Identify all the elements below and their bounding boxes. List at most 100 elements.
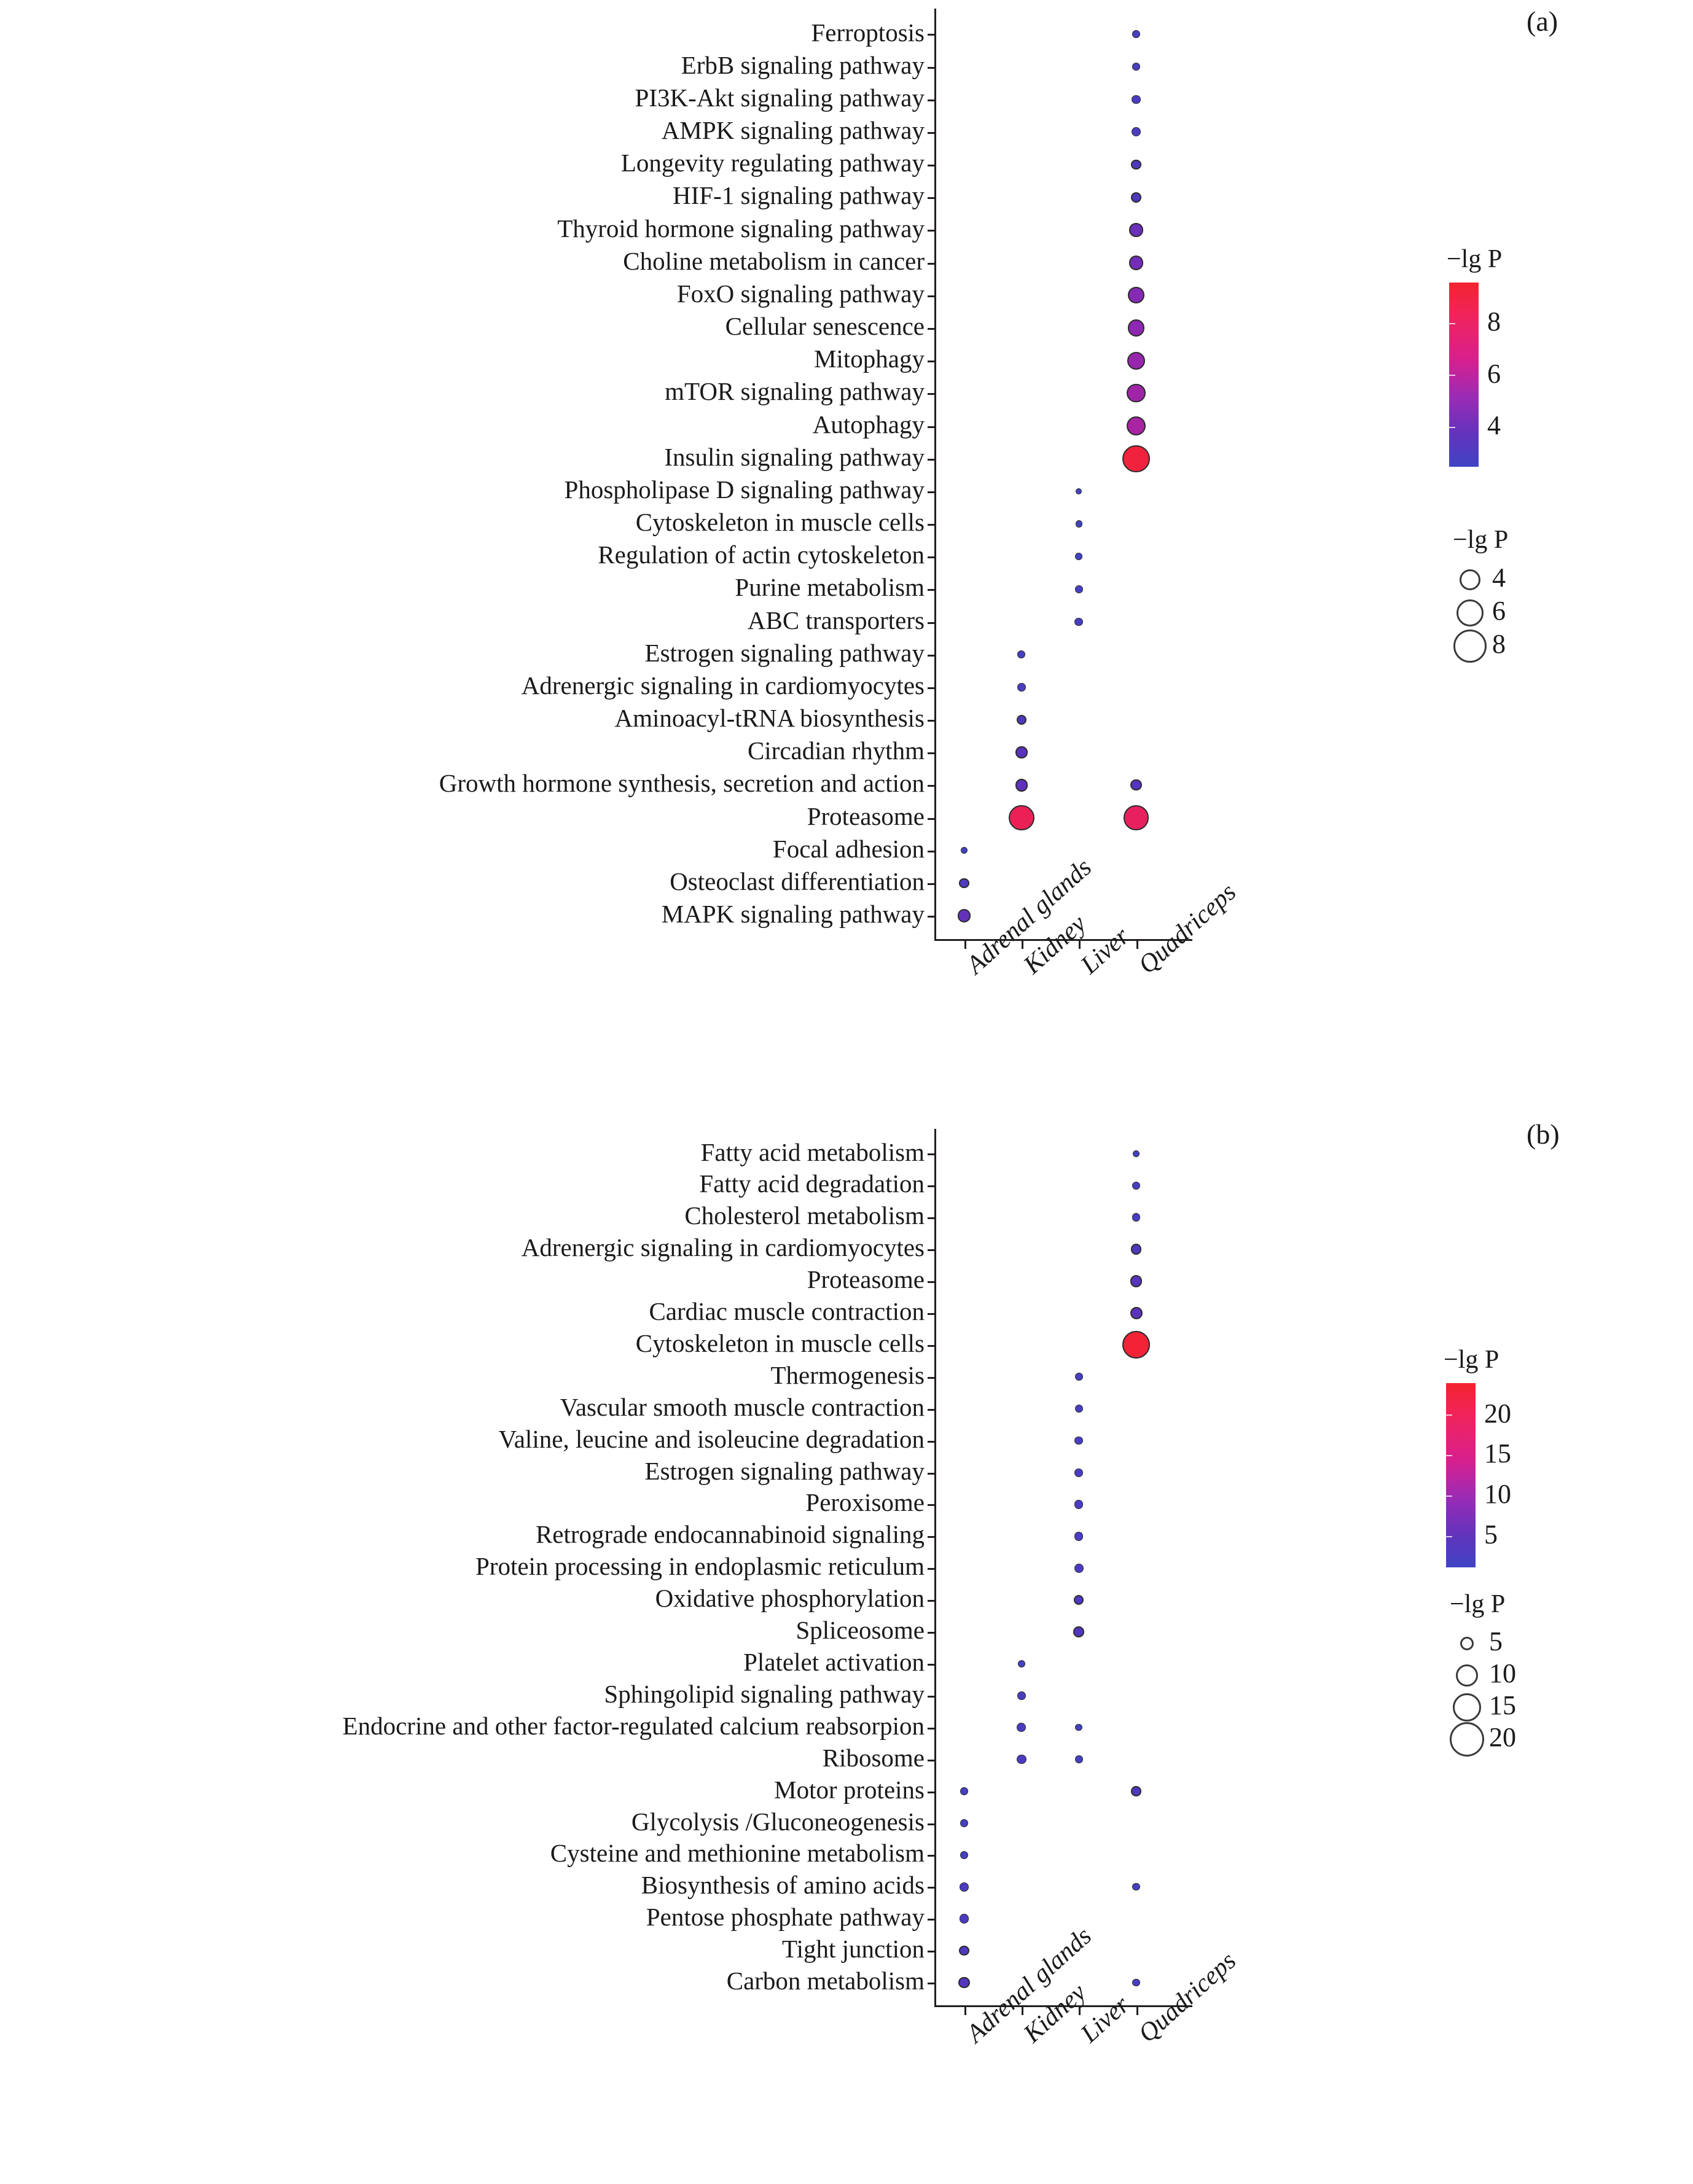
bubble-point	[1017, 1723, 1026, 1733]
colorbar-gradient	[1446, 1383, 1476, 1567]
y-axis-tick	[928, 850, 934, 852]
x-axis-tick	[1079, 2007, 1081, 2015]
panel-a-plot-area	[928, 9, 1192, 949]
y-axis-tick	[928, 328, 934, 330]
colorbar-tick	[1446, 1414, 1452, 1416]
bubble-point	[1132, 1150, 1140, 1158]
panel-b-tag: (b)	[1527, 1118, 1560, 1150]
pathway-label: Proteasome	[807, 801, 925, 830]
y-axis-tick	[928, 66, 934, 69]
y-axis-tick	[928, 1823, 934, 1825]
colorbar-tick-label: 4	[1487, 410, 1501, 441]
pathway-label: FoxO signaling pathway	[676, 279, 925, 308]
pathway-label: Valine, leucine and isoleucine degradati…	[498, 1424, 925, 1453]
pathway-label: Focal adhesion	[772, 834, 925, 863]
x-axis-tick	[1136, 2007, 1138, 2015]
pathway-label: Carbon metabolism	[726, 1967, 925, 1995]
pathway-label: Aminoacyl-tRNA biosynthesis	[614, 704, 925, 733]
bubble-point	[1075, 488, 1082, 495]
size-legend-label: 5	[1489, 1626, 1503, 1656]
panel-a-size-legend-title: −lg P	[1453, 526, 1509, 554]
bubble-point	[1132, 1978, 1140, 1987]
pathway-label: Thyroid hormone signaling pathway	[557, 214, 925, 243]
y-axis-tick	[928, 622, 934, 624]
size-legend-label: 4	[1492, 562, 1506, 593]
y-axis-tick	[928, 393, 934, 396]
pathway-label: Osteoclast differentiation	[670, 867, 925, 895]
pathway-label: Autophagy	[812, 410, 925, 439]
x-axis-tick	[1079, 941, 1081, 949]
y-axis-tick	[928, 491, 934, 493]
bubble-point	[1129, 223, 1143, 237]
pathway-label: Purine metabolism	[735, 573, 925, 602]
pathway-label: Cholesterol metabolism	[684, 1201, 925, 1230]
bubble-point	[960, 1851, 969, 1860]
panel-b-color-legend: −lg P 20 15 10 5	[1444, 1345, 1511, 1567]
y-axis-tick	[928, 131, 934, 134]
bubble-point	[1074, 1405, 1083, 1413]
pathway-label: AMPK signaling pathway	[661, 116, 925, 145]
pathway-label: Cardiac muscle contraction	[649, 1297, 925, 1326]
pathway-label: Tight junction	[781, 1935, 925, 1964]
bubble-point	[1074, 585, 1083, 593]
panel-b-size-legend: −lg P 5 10 15 20	[1450, 1589, 1516, 1757]
y-axis-tick	[928, 556, 934, 559]
y-axis-tick	[928, 1568, 934, 1570]
y-axis-tick	[928, 230, 934, 232]
pathway-label: Cytoskeleton in muscle cells	[635, 1328, 925, 1357]
pathway-label: Fatty acid degradation	[699, 1169, 925, 1198]
y-axis-tick	[928, 99, 934, 101]
y-axis-tick	[928, 1600, 934, 1602]
size-legend-label: 20	[1489, 1722, 1516, 1752]
panel-a-x-axis	[934, 939, 1192, 941]
pathway-label: Vascular smooth muscle contraction	[560, 1392, 925, 1421]
pathway-label: Adrenergic signaling in cardiomyocytes	[521, 1233, 925, 1262]
y-axis-tick	[928, 1376, 934, 1379]
bubble-point	[1074, 1373, 1083, 1381]
bubble-point	[1126, 416, 1146, 436]
pathway-label: Ribosome	[822, 1743, 925, 1772]
size-legend-label: 8	[1492, 628, 1506, 659]
size-legend-circle	[1453, 1693, 1481, 1722]
bubble-point	[1074, 1563, 1084, 1573]
size-legend-label: 6	[1492, 595, 1506, 626]
y-axis-tick	[928, 1504, 934, 1507]
bubble-point	[959, 878, 969, 889]
bubble-point	[960, 1819, 968, 1827]
bubble-point	[1127, 384, 1146, 403]
pathway-label: Retrograde endocannabinoid signaling	[535, 1520, 925, 1549]
bubble-point	[1074, 1500, 1084, 1509]
pathway-label: Spliceosome	[796, 1616, 925, 1645]
size-legend-circle	[1453, 630, 1487, 663]
bubble-point	[960, 1787, 968, 1795]
bubble-point	[1131, 192, 1141, 203]
y-axis-tick	[928, 361, 934, 363]
y-axis-tick	[928, 1536, 934, 1539]
y-axis-tick	[928, 1344, 934, 1347]
bubble-point	[1074, 1532, 1084, 1541]
bubble-point	[1122, 445, 1150, 472]
bubble-point	[959, 1946, 969, 1956]
y-axis-tick	[928, 524, 934, 526]
x-axis-tick	[964, 2007, 966, 2015]
size-legend-circle	[1456, 1664, 1478, 1687]
y-axis-tick	[928, 1663, 934, 1666]
panel-a-color-legend-title: −lg P	[1447, 245, 1503, 273]
bubble-point	[1130, 1306, 1143, 1320]
pathway-label: PI3K-Akt signaling pathway	[635, 83, 925, 112]
panel-a-tag: (a)	[1527, 6, 1558, 37]
pathway-label: Thermogenesis	[770, 1360, 925, 1389]
size-legend-label: 10	[1489, 1658, 1516, 1688]
x-axis-tick	[964, 941, 966, 949]
pathway-label: mTOR signaling pathway	[665, 377, 925, 406]
colorbar-tick-label: 5	[1484, 1519, 1498, 1550]
y-axis-tick	[928, 1983, 934, 1985]
x-axis-tick	[1021, 941, 1023, 949]
y-axis-tick	[928, 752, 934, 755]
bubble-point	[1130, 1244, 1142, 1255]
y-axis-tick	[928, 262, 934, 265]
bubble-point	[1075, 520, 1082, 528]
colorbar-tick	[1449, 426, 1455, 428]
bubble-point	[1017, 1659, 1026, 1668]
